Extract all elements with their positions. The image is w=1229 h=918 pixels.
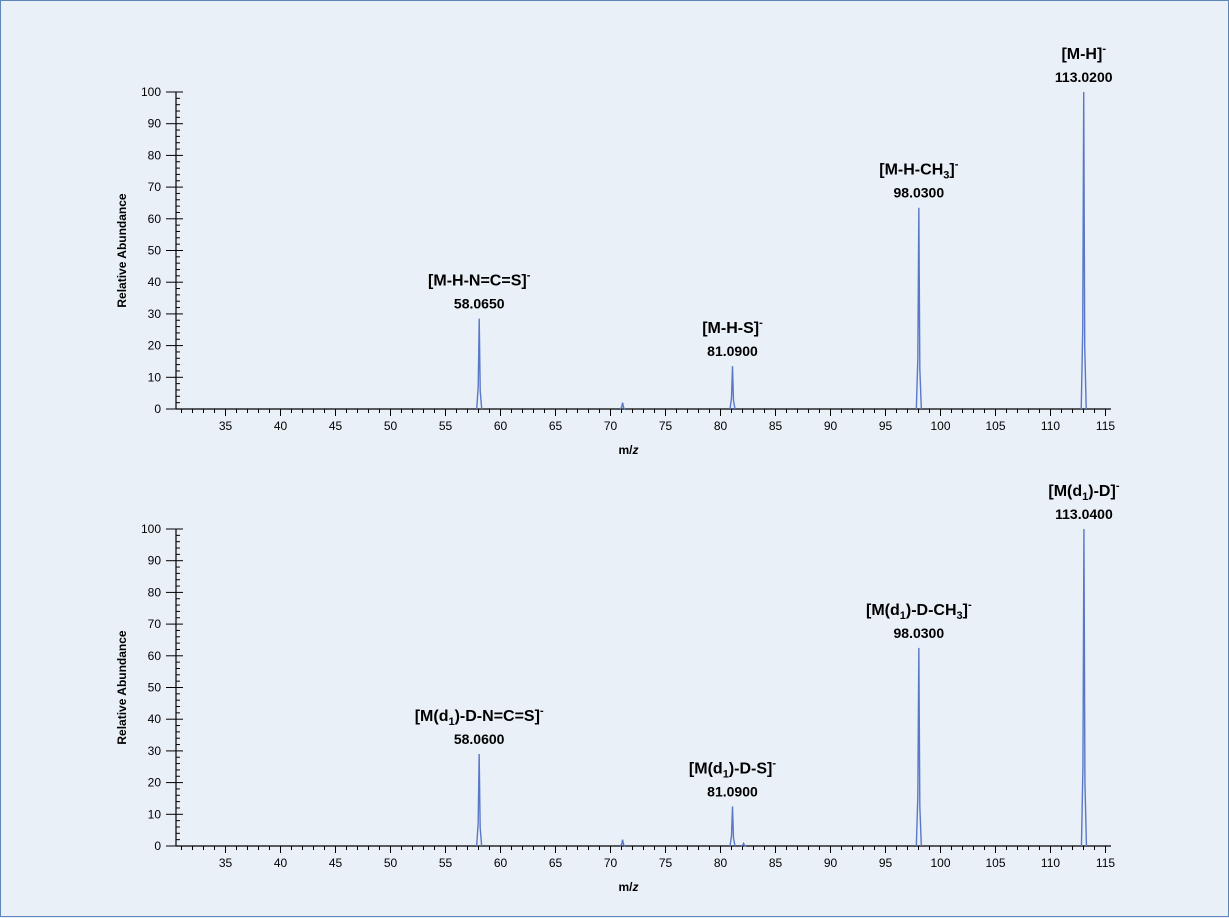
- x-tick-label: 60: [494, 856, 508, 870]
- x-tick-label: 85: [769, 856, 783, 870]
- x-tick-label: 40: [274, 419, 288, 433]
- x-tick-label: 100: [930, 419, 950, 433]
- spectrum-peak: [619, 839, 626, 847]
- x-tick-label: 70: [604, 856, 618, 870]
- x-tick-label: 90: [824, 419, 838, 433]
- y-tick-label: 20: [148, 339, 162, 353]
- spectrum-peak: [740, 841, 747, 847]
- x-tick-label: 55: [439, 419, 453, 433]
- peak-ion-label: [M-H]-: [1061, 43, 1106, 63]
- x-axis-title: m/z: [618, 880, 638, 894]
- y-tick-label: 50: [148, 681, 162, 695]
- spectrum-peak: [729, 366, 736, 410]
- spectrum-peak: [1080, 91, 1087, 410]
- peak-mz-value: 81.0900: [707, 783, 758, 799]
- x-tick-label: 80: [714, 419, 728, 433]
- spectrum-peak: [476, 318, 483, 410]
- spectrum-peak: [915, 207, 923, 410]
- peak-ion-label: [M-H-N=C=S]-: [428, 270, 531, 290]
- peak-ion-label: [M(d1)-D-N=C=S]-: [415, 705, 544, 728]
- y-tick-label: 20: [148, 776, 162, 790]
- x-tick-label: 75: [659, 856, 673, 870]
- spectrum-peak: [619, 402, 626, 410]
- spectrum-peak: [729, 806, 736, 847]
- y-tick-label: 100: [141, 522, 161, 536]
- y-tick-label: 100: [141, 85, 161, 99]
- y-tick-label: 40: [148, 275, 162, 289]
- x-tick-label: 55: [439, 856, 453, 870]
- peak-ion-label: [M-H-S]-: [702, 317, 763, 337]
- peak-mz-value: 113.0200: [1055, 69, 1113, 85]
- y-tick-label: 30: [148, 744, 162, 758]
- y-tick-label: 80: [148, 585, 162, 599]
- x-tick-label: 70: [604, 419, 618, 433]
- y-tick-label: 30: [148, 307, 162, 321]
- y-tick-label: 70: [148, 617, 162, 631]
- y-tick-label: 90: [148, 117, 162, 131]
- x-tick-label: 95: [879, 856, 893, 870]
- spectrum-peak: [1080, 528, 1088, 847]
- y-tick-label: 90: [148, 554, 162, 568]
- peak-mz-value: 81.0900: [707, 343, 758, 359]
- spectrum-panel-top: 35 40 45 50 55 60 65 70 75 80 85 90 95 100 105 110 115 0 1…: [115, 43, 1115, 457]
- y-axis-title: Relative Abundance: [115, 193, 129, 308]
- peak-mz-value: 113.0400: [1055, 506, 1113, 522]
- spectrum-peak: [915, 647, 923, 847]
- x-tick-label: 110: [1041, 856, 1060, 870]
- x-tick-label: 35: [219, 856, 233, 870]
- y-tick-label: 60: [148, 212, 162, 226]
- x-tick-label: 75: [659, 419, 673, 433]
- y-tick-label: 0: [154, 839, 161, 853]
- spectrum-panel-bottom: 35 40 45 50 55 60 65 70 75 80 85 90 95 100 105 110 115 0 1…: [115, 480, 1120, 894]
- x-tick-label: 80: [714, 856, 728, 870]
- x-tick-label: 50: [384, 419, 398, 433]
- x-tick-label: 65: [549, 419, 563, 433]
- y-tick-label: 0: [154, 402, 161, 416]
- x-tick-label: 40: [274, 856, 288, 870]
- y-tick-label: 80: [148, 148, 162, 162]
- y-axis-title: Relative Abundance: [115, 630, 129, 745]
- x-tick-label: 90: [824, 856, 838, 870]
- x-tick-label: 95: [879, 419, 893, 433]
- y-tick-label: 50: [148, 244, 162, 258]
- x-tick-label: 50: [384, 856, 398, 870]
- spectrum-peak: [475, 754, 483, 847]
- x-tick-label: 105: [985, 856, 1005, 870]
- x-tick-label: 105: [985, 419, 1005, 433]
- y-tick-label: 10: [148, 370, 162, 384]
- x-tick-label: 45: [329, 856, 343, 870]
- peak-mz-value: 98.0300: [894, 625, 945, 641]
- peak-ion-label: [M(d1)-D]-: [1048, 480, 1119, 503]
- peak-mz-value: 58.0600: [454, 731, 505, 747]
- x-tick-label: 60: [494, 419, 508, 433]
- x-tick-label: 100: [930, 856, 950, 870]
- peak-ion-label: [M(d1)-D-S]-: [689, 757, 776, 780]
- x-axis-title: m/z: [618, 443, 638, 457]
- peak-ion-label: [M-H-CH3]-: [879, 159, 958, 182]
- x-tick-label: 65: [549, 856, 563, 870]
- y-tick-label: 40: [148, 712, 162, 726]
- peak-ion-label: [M(d1)-D-CH3]-: [866, 599, 972, 622]
- y-tick-label: 70: [148, 180, 162, 194]
- x-tick-label: 35: [219, 419, 233, 433]
- y-tick-label: 60: [148, 649, 162, 663]
- y-tick-label: 10: [148, 807, 162, 821]
- x-tick-label: 85: [769, 419, 783, 433]
- x-tick-label: 45: [329, 419, 343, 433]
- peak-mz-value: 98.0300: [894, 185, 945, 201]
- x-tick-label: 115: [1096, 419, 1115, 433]
- x-tick-label: 115: [1096, 856, 1115, 870]
- peak-mz-value: 58.0650: [454, 296, 505, 312]
- x-tick-label: 110: [1041, 419, 1060, 433]
